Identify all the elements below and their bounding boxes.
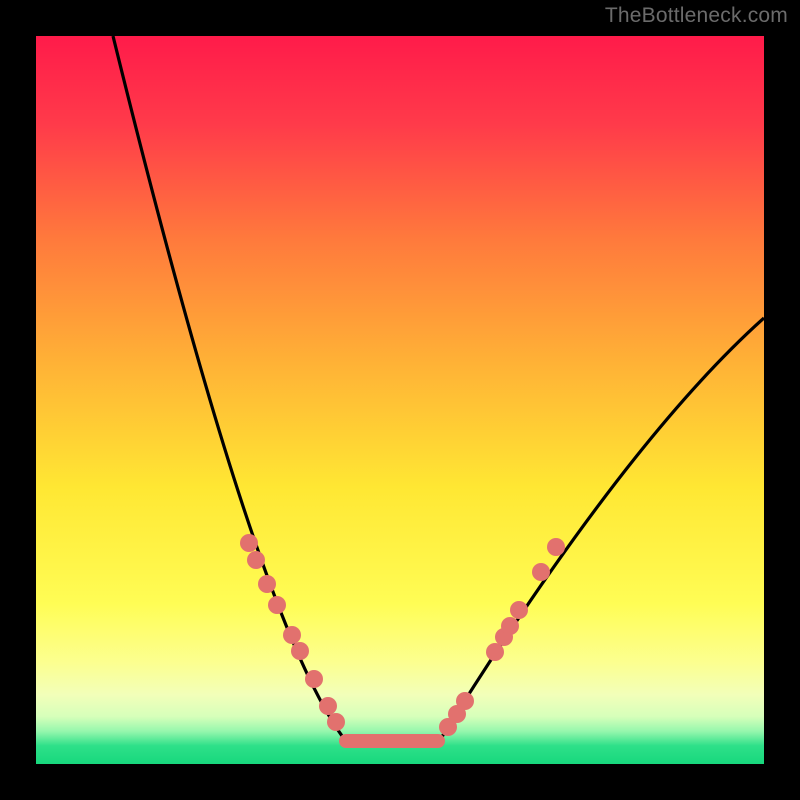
watermark-text: TheBottleneck.com xyxy=(605,4,788,28)
sample-dot xyxy=(283,626,301,644)
sample-dot xyxy=(456,692,474,710)
sample-dot xyxy=(258,575,276,593)
bottleneck-plot xyxy=(0,0,800,800)
sample-dot xyxy=(240,534,258,552)
sample-dot xyxy=(547,538,565,556)
sample-dot xyxy=(268,596,286,614)
sample-dot xyxy=(319,697,337,715)
sample-dot xyxy=(486,643,504,661)
sample-dot xyxy=(305,670,323,688)
sample-dot xyxy=(510,601,528,619)
chart-container: TheBottleneck.com xyxy=(0,0,800,800)
sample-dot xyxy=(291,642,309,660)
sample-dot xyxy=(501,617,519,635)
plot-background-gradient xyxy=(36,36,764,764)
sample-dot xyxy=(532,563,550,581)
sample-dot xyxy=(247,551,265,569)
sample-dot xyxy=(327,713,345,731)
